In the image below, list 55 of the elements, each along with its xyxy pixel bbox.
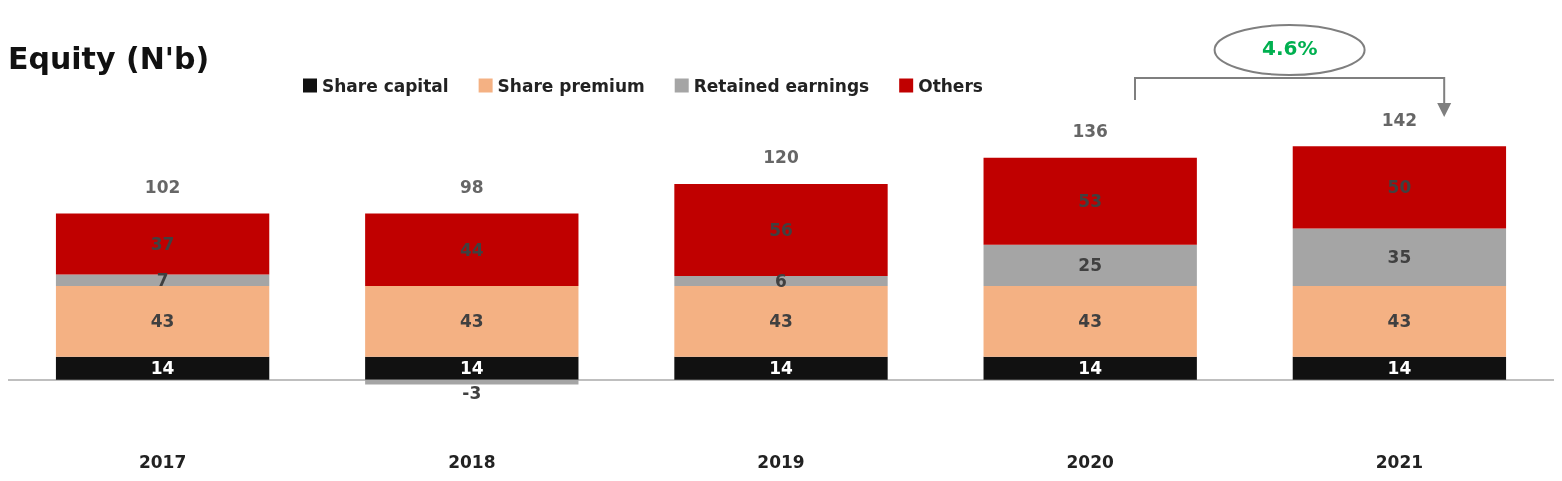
data-label: 43 <box>459 311 484 332</box>
total-label: 102 <box>144 177 181 198</box>
legend-label: Retained earnings <box>693 75 870 96</box>
bar <box>365 213 579 286</box>
data-label: 25 <box>1078 255 1103 276</box>
chart-title: Equity (N'b) <box>8 40 210 76</box>
bar <box>983 356 1197 380</box>
bar <box>1292 285 1507 357</box>
x-tick-label: 2019 <box>757 451 805 472</box>
text: 4.6% <box>1261 36 1319 60</box>
legend-label: Share premium <box>497 75 645 96</box>
bar <box>55 213 270 275</box>
bar <box>365 285 579 357</box>
data-label: 56 <box>769 220 793 241</box>
bar <box>1292 356 1507 380</box>
bar <box>55 285 270 357</box>
data-label: 43 <box>1387 311 1412 332</box>
bar <box>365 379 579 385</box>
x-tick-label: 2021 <box>1375 451 1424 472</box>
data-label: -3 <box>462 383 482 404</box>
data-label: 14 <box>769 358 793 379</box>
bar <box>55 356 270 380</box>
data-label: 7 <box>156 270 169 291</box>
total-label: 136 <box>1072 121 1108 142</box>
data-label: 50 <box>1387 177 1412 198</box>
x-tick-label: 2018 <box>448 451 496 472</box>
data-label: 6 <box>775 271 787 291</box>
bar <box>983 285 1197 357</box>
bar <box>983 244 1197 286</box>
data-label: 14 <box>1078 358 1103 379</box>
data-label: 14 <box>459 358 484 379</box>
data-label: 43 <box>769 311 793 332</box>
bar <box>1292 228 1507 286</box>
bar <box>365 356 579 380</box>
data-label: 44 <box>459 239 484 260</box>
bar <box>674 356 888 380</box>
data-label: 53 <box>1078 191 1103 212</box>
data-label: 35 <box>1387 247 1412 268</box>
data-label: 14 <box>1387 358 1412 379</box>
bar <box>674 285 888 357</box>
bar <box>55 274 270 286</box>
data-label: 43 <box>150 311 175 332</box>
data-label: 37 <box>150 234 175 254</box>
x-tick-label: 2020 <box>1066 451 1115 472</box>
legend-label: Share capital <box>322 75 449 96</box>
bar <box>1292 146 1507 229</box>
total-label: 98 <box>459 177 484 198</box>
data-label: 43 <box>1078 311 1103 332</box>
legend-label: Others <box>918 75 983 96</box>
x-tick-label: 2017 <box>138 451 187 472</box>
total-label: 120 <box>763 147 799 168</box>
total-label: 142 <box>1381 109 1418 130</box>
bar <box>983 157 1197 245</box>
data-label: 14 <box>150 358 175 379</box>
bar <box>674 276 888 286</box>
